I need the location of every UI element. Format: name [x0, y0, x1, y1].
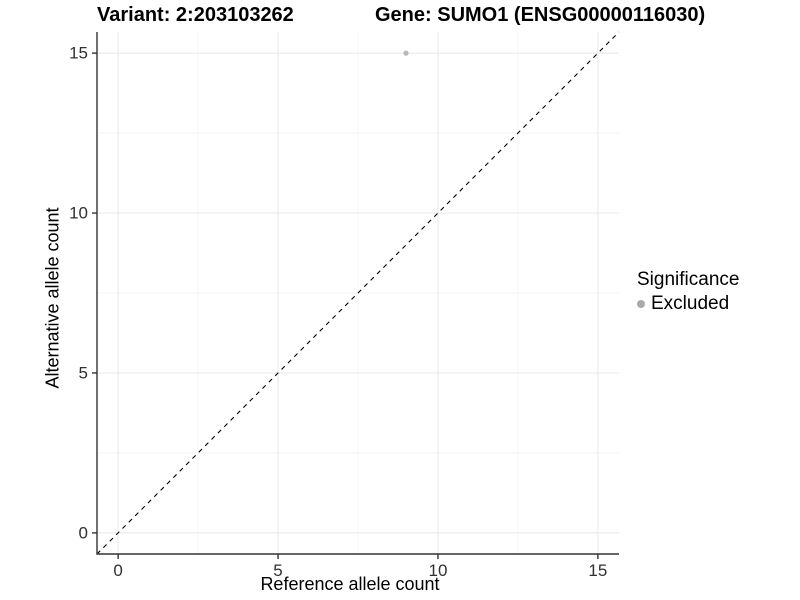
identity-line: [96, 31, 620, 555]
y-tick-label: 10: [69, 204, 88, 223]
legend: Significance Excluded: [637, 268, 739, 315]
legend-title: Significance: [637, 269, 740, 290]
y-axis-title: Alternative allele count: [42, 207, 63, 389]
y-tick-label: 15: [69, 44, 88, 63]
legend-entry-label: Excluded: [651, 293, 730, 314]
legend-entry: Excluded: [637, 292, 739, 315]
y-tick-label: 5: [79, 363, 88, 382]
x-tick-label: 5: [273, 561, 282, 580]
x-axis-title: Reference allele count: [260, 574, 440, 594]
plot-title-variant: Variant: 2:203103262: [97, 4, 294, 26]
x-tick-label: 10: [429, 561, 448, 580]
plot-title-gene: Gene: SUMO1 (ENSG00000116030): [375, 4, 706, 26]
y-tick-label: 0: [79, 523, 88, 542]
x-tick-label: 0: [113, 561, 122, 580]
data-point: [403, 50, 409, 56]
axis-lines: [96, 32, 619, 555]
legend-point-icon: [637, 299, 645, 308]
x-tick-label: 15: [588, 561, 607, 580]
